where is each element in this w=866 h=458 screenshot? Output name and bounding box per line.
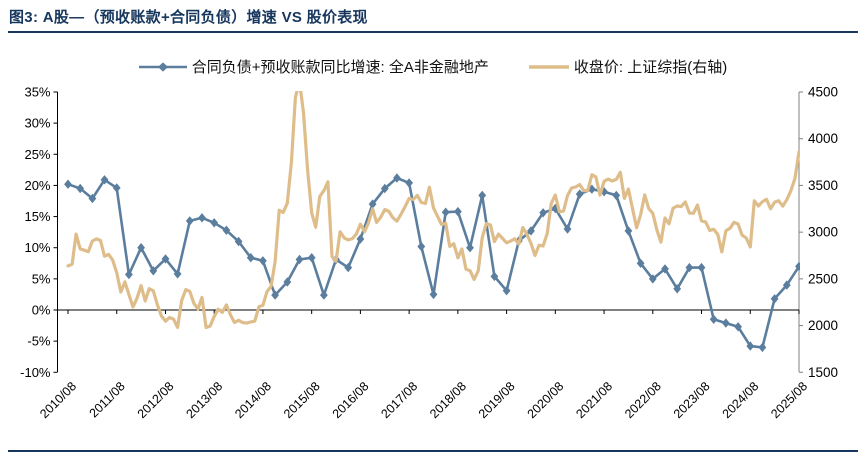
blue-line-diamond-icon [138,61,187,72]
svg-text:25%: 25% [24,147,50,162]
legend-label-contract-liability-growth: 合同负债+预收账款同比增速: 全A非金融地产 [191,59,489,76]
svg-text:2016/08: 2016/08 [330,379,372,421]
svg-text:2010/08: 2010/08 [37,379,79,421]
svg-text:2012/08: 2012/08 [135,379,177,421]
svg-text:4500: 4500 [808,85,838,100]
svg-text:2015/08: 2015/08 [281,379,323,421]
svg-text:20%: 20% [24,178,50,193]
svg-text:2023/08: 2023/08 [671,379,713,421]
figure-title: 图3: A股—（预收账款+合同负债）增速 VS 股价表现 [9,9,368,26]
svg-text:-10%: -10% [20,365,51,380]
svg-text:5%: 5% [32,271,51,286]
tan-line-icon [528,64,569,69]
figure-bottom-divider [8,450,858,452]
svg-text:-5%: -5% [27,334,51,349]
svg-text:2011/08: 2011/08 [87,379,128,420]
svg-text:35%: 35% [24,85,50,100]
svg-text:3000: 3000 [808,225,838,240]
svg-text:2014/08: 2014/08 [232,379,274,421]
svg-text:1500: 1500 [808,365,838,380]
svg-text:4000: 4000 [808,131,838,146]
svg-text:10%: 10% [24,240,50,255]
svg-text:2024/08: 2024/08 [720,379,762,421]
svg-text:2000: 2000 [808,318,838,333]
svg-text:30%: 30% [24,116,50,131]
legend-label-sse-close: 收盘价: 上证综指(右轴) [573,59,728,76]
legend-item-sse-close: 收盘价: 上证综指(右轴) [528,56,728,77]
svg-text:15%: 15% [24,209,50,224]
chart-legend: 合同负债+预收账款同比增速: 全A非金融地产 收盘价: 上证综指(右轴) [0,56,866,77]
svg-text:2025/08: 2025/08 [768,379,810,421]
svg-text:2013/08: 2013/08 [183,379,225,421]
svg-text:2500: 2500 [808,271,838,286]
svg-text:2020/08: 2020/08 [525,379,567,421]
svg-text:2017/08: 2017/08 [378,379,420,421]
svg-text:2021/08: 2021/08 [573,379,615,421]
title-divider [8,31,858,33]
svg-text:3500: 3500 [808,178,838,193]
svg-text:2018/08: 2018/08 [427,379,469,421]
svg-text:2019/08: 2019/08 [476,379,518,421]
legend-item-contract-liability-growth: 合同负债+预收账款同比增速: 全A非金融地产 [138,56,489,77]
svg-text:0%: 0% [32,303,51,318]
svg-text:2022/08: 2022/08 [622,379,664,421]
